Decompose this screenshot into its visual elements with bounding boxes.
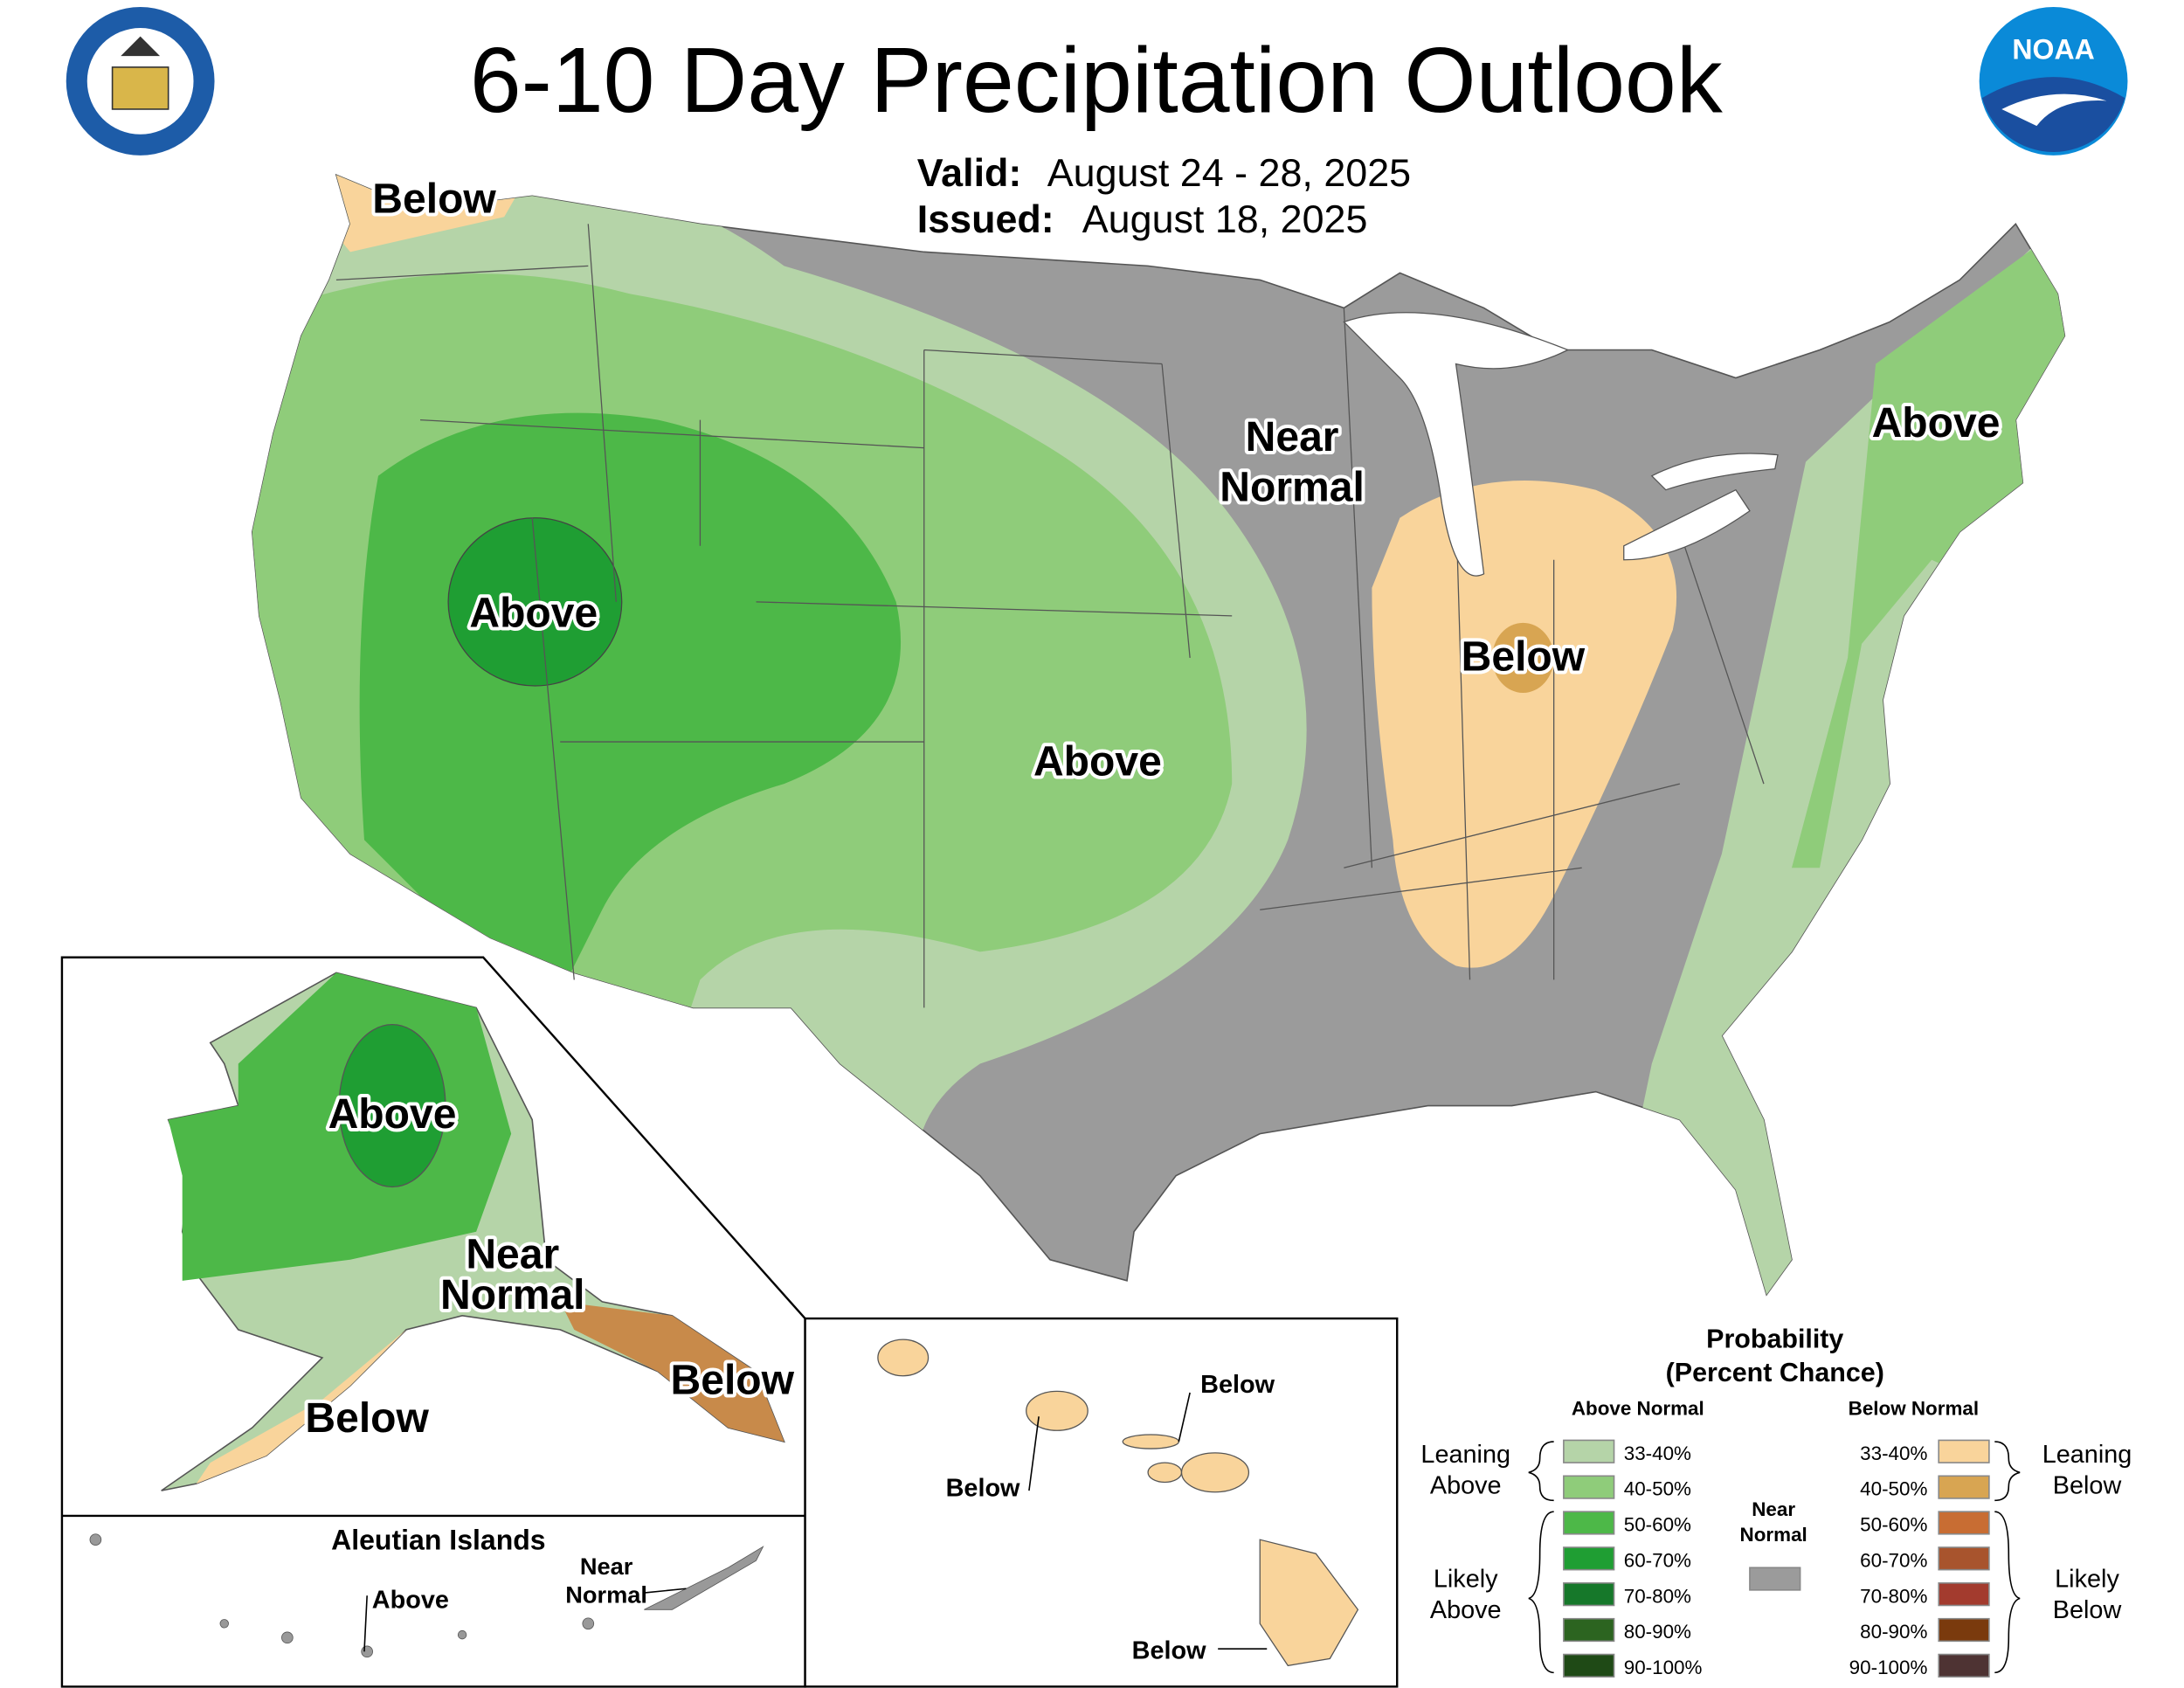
region-label: Normal xyxy=(1220,465,1365,511)
region-label: Below xyxy=(1200,1371,1275,1399)
region-label: Normal xyxy=(440,1272,585,1318)
legend-range: 60-70% xyxy=(1860,1549,1927,1571)
legend-swatch xyxy=(1563,1511,1615,1535)
region-label: Above xyxy=(1872,400,2001,446)
legend-range: 40-50% xyxy=(1860,1478,1927,1500)
legend-range: 70-80% xyxy=(1860,1585,1927,1607)
valid-date: August 24 - 28, 2025 xyxy=(1047,150,1411,195)
legend-range: 33-40% xyxy=(1624,1442,1691,1464)
region-label: Below xyxy=(1462,633,1586,680)
alaska-inset xyxy=(60,956,806,1688)
legend-swatch xyxy=(1938,1475,1990,1499)
legend-group: Leaning xyxy=(2042,1441,2132,1469)
legend-near: Near xyxy=(1752,1498,1795,1520)
legend-range: 60-70% xyxy=(1624,1549,1691,1571)
legend-header: Above Normal xyxy=(1572,1398,1704,1420)
legend-group: Below xyxy=(2053,1596,2122,1624)
aleutian-label: Normal xyxy=(565,1581,647,1608)
title: 6-10 Day Precipitation Outlook xyxy=(470,29,1724,132)
legend-range: 33-40% xyxy=(1860,1442,1927,1464)
commerce-seal xyxy=(66,7,215,156)
legend-swatch xyxy=(1563,1475,1615,1499)
legend-range: 40-50% xyxy=(1624,1478,1691,1500)
region-label: Below xyxy=(372,176,496,223)
region-label: Near xyxy=(466,1231,559,1277)
region-label: Near xyxy=(1246,414,1339,460)
legend-group: Above xyxy=(1430,1471,1502,1499)
legend-group: Leaning xyxy=(1420,1441,1510,1469)
legend: Probability (Percent Chance) Above Norma… xyxy=(1420,1325,2132,1678)
legend-swatch xyxy=(1938,1617,1990,1643)
legend-group: Likely xyxy=(1434,1566,1498,1594)
valid-label: Valid: xyxy=(917,150,1022,195)
region-label: Below xyxy=(1132,1636,1206,1664)
noaa-text: NOAA xyxy=(2012,33,2094,65)
legend-swatch xyxy=(1938,1546,1990,1571)
region-label: Above xyxy=(328,1091,457,1138)
legend-swatch xyxy=(1563,1582,1615,1607)
legend-range: 90-100% xyxy=(1849,1657,1928,1678)
legend-title: Probability xyxy=(1706,1325,1843,1354)
legend-swatch xyxy=(1749,1567,1801,1591)
legend-swatch xyxy=(1938,1653,1990,1678)
legend-swatch xyxy=(1938,1511,1990,1535)
noaa-logo: NOAA xyxy=(1979,7,2128,156)
legend-swatch xyxy=(1563,1653,1615,1678)
legend-near: Normal xyxy=(1740,1524,1807,1546)
legend-range: 70-80% xyxy=(1624,1585,1691,1607)
hawaii-inset xyxy=(804,1317,1399,1688)
legend-range: 50-60% xyxy=(1624,1514,1691,1536)
region-label: Above xyxy=(469,591,598,637)
legend-swatch xyxy=(1563,1439,1615,1463)
aleutian-label: Above xyxy=(372,1587,449,1615)
issued-date: August 18, 2025 xyxy=(1082,197,1368,241)
region-label: Below xyxy=(305,1395,429,1442)
legend-range: 80-90% xyxy=(1624,1621,1691,1643)
region-label: Below xyxy=(671,1358,795,1404)
legend-range: 50-60% xyxy=(1860,1514,1927,1536)
issued-label: Issued: xyxy=(917,197,1054,241)
legend-swatch xyxy=(1563,1617,1615,1643)
aleutian-label: Near xyxy=(580,1553,633,1580)
legend-group: Likely xyxy=(2055,1566,2119,1594)
region-label: Below xyxy=(946,1475,1020,1503)
legend-range: 90-100% xyxy=(1624,1657,1703,1678)
legend-swatch xyxy=(1938,1582,1990,1607)
legend-swatch xyxy=(1563,1546,1615,1571)
region-label: Above xyxy=(1033,739,1162,785)
legend-group: Below xyxy=(2053,1471,2122,1499)
legend-swatch xyxy=(1938,1439,1990,1463)
aleutian-title: Aleutian Islands xyxy=(331,1524,546,1555)
legend-range: 80-90% xyxy=(1860,1621,1927,1643)
legend-group: Above xyxy=(1430,1596,1502,1624)
legend-header: Below Normal xyxy=(1849,1398,1979,1420)
legend-title: (Percent Chance) xyxy=(1666,1358,1884,1387)
